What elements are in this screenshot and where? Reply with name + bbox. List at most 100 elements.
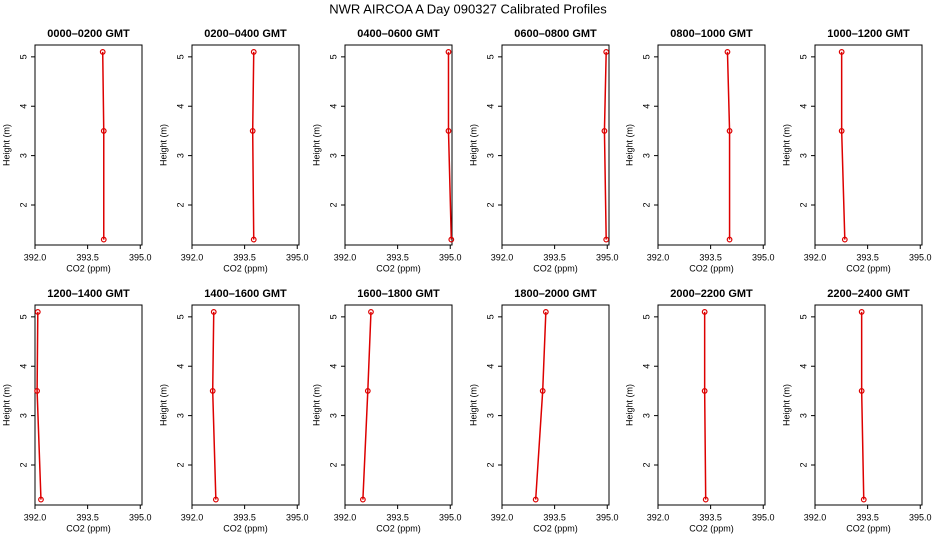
point	[448, 236, 455, 243]
y-tick-label: 4	[798, 104, 808, 109]
x-axis-label: CO2 (ppm)	[533, 523, 578, 533]
panel-title: 0600–0800 GMT	[514, 28, 597, 40]
x-axis-label: CO2 (ppm)	[66, 523, 111, 533]
point	[724, 49, 731, 55]
point	[838, 128, 845, 134]
point	[542, 309, 549, 315]
point	[726, 236, 733, 243]
point	[858, 388, 865, 394]
profile-line	[726, 51, 731, 240]
x-tick-label: 393.5	[699, 252, 722, 262]
x-tick-label: 393.5	[386, 512, 409, 522]
point	[212, 496, 219, 503]
plot-frame	[657, 44, 766, 246]
profile-line	[211, 311, 217, 500]
plot-frame	[657, 304, 766, 506]
y-tick-label: 4	[175, 364, 185, 369]
x-tick-label: 393.5	[856, 512, 879, 522]
y-axis-label: Height (m)	[468, 124, 478, 166]
point	[701, 309, 708, 315]
panel-title: 2000–2200 GMT	[670, 288, 753, 300]
profile-line	[36, 311, 42, 500]
x-axis-label: CO2 (ppm)	[689, 263, 734, 273]
y-tick-label: 3	[641, 413, 651, 418]
y-axis-label: Height (m)	[781, 124, 791, 166]
y-tick-label: 3	[175, 413, 185, 418]
panel-title: 1200–1400 GMT	[47, 288, 130, 300]
profile-line	[703, 311, 707, 500]
x-tick-label: 395.0	[596, 512, 619, 522]
y-tick-label: 5	[798, 314, 808, 319]
y-tick-label: 4	[641, 104, 651, 109]
point	[445, 49, 452, 55]
point	[860, 496, 867, 503]
panel-title: 1800–2000 GMT	[514, 288, 597, 300]
point	[603, 49, 610, 55]
panel-title: 0000–0200 GMT	[47, 28, 130, 40]
y-tick-label: 2	[798, 462, 808, 467]
y-tick-label: 3	[175, 153, 185, 158]
profile-line	[840, 51, 846, 240]
y-tick-label: 2	[175, 462, 185, 467]
plot-frame	[501, 44, 610, 246]
point	[249, 128, 256, 134]
x-tick-label: 395.0	[129, 252, 152, 262]
x-tick-label: 393.5	[233, 512, 256, 522]
y-tick-label: 5	[175, 314, 185, 319]
y-tick-label: 4	[485, 364, 495, 369]
y-tick-label: 2	[328, 202, 338, 207]
x-tick-label: 392.0	[491, 512, 514, 522]
x-tick-label: 393.5	[386, 252, 409, 262]
plot-frame	[191, 304, 300, 506]
y-tick-label: 5	[328, 314, 338, 319]
x-tick-label: 392.0	[24, 512, 47, 522]
x-tick-label: 395.0	[909, 252, 932, 262]
y-axis-label: Height (m)	[1, 124, 11, 166]
y-axis-label: Height (m)	[1, 384, 11, 426]
panel-title: 1000–1200 GMT	[827, 28, 910, 40]
x-tick-label: 392.0	[647, 512, 670, 522]
x-tick-label: 393.5	[856, 252, 879, 262]
y-tick-label: 4	[18, 364, 28, 369]
y-axis-label: Height (m)	[468, 384, 478, 426]
x-axis-label: CO2 (ppm)	[223, 523, 268, 533]
x-tick-label: 392.0	[334, 512, 357, 522]
y-tick-label: 4	[798, 364, 808, 369]
point	[250, 236, 257, 243]
point	[210, 309, 217, 315]
y-tick-label: 3	[798, 153, 808, 158]
x-tick-label: 392.0	[24, 252, 47, 262]
x-tick-label: 392.0	[647, 252, 670, 262]
x-axis-label: CO2 (ppm)	[846, 523, 891, 533]
y-tick-label: 2	[485, 462, 495, 467]
plot-frame	[344, 304, 453, 506]
point	[702, 496, 709, 503]
main-title: NWR AIRCOA A Day 090327 Calibrated Profi…	[329, 1, 607, 16]
panel-title: 1600–1800 GMT	[357, 288, 440, 300]
point	[364, 388, 371, 394]
y-tick-label: 4	[328, 364, 338, 369]
y-axis-label: Height (m)	[158, 384, 168, 426]
y-tick-label: 3	[18, 153, 28, 158]
x-tick-label: 395.0	[909, 512, 932, 522]
y-tick-label: 4	[641, 364, 651, 369]
y-tick-label: 5	[18, 54, 28, 59]
x-axis-label: CO2 (ppm)	[66, 263, 111, 273]
point	[38, 496, 44, 503]
y-axis-label: Height (m)	[158, 124, 168, 166]
y-tick-label: 2	[328, 462, 338, 467]
y-axis-label: Height (m)	[781, 384, 791, 426]
x-tick-label: 392.0	[181, 512, 204, 522]
x-tick-label: 395.0	[752, 252, 775, 262]
point	[601, 128, 608, 134]
x-tick-label: 395.0	[286, 252, 309, 262]
plot-frame	[344, 44, 453, 246]
point	[532, 496, 539, 503]
point	[100, 128, 107, 134]
point	[359, 496, 366, 503]
point	[100, 236, 107, 243]
point	[603, 236, 610, 243]
y-tick-label: 5	[328, 54, 338, 59]
y-tick-label: 4	[328, 104, 338, 109]
x-tick-label: 395.0	[439, 512, 462, 522]
